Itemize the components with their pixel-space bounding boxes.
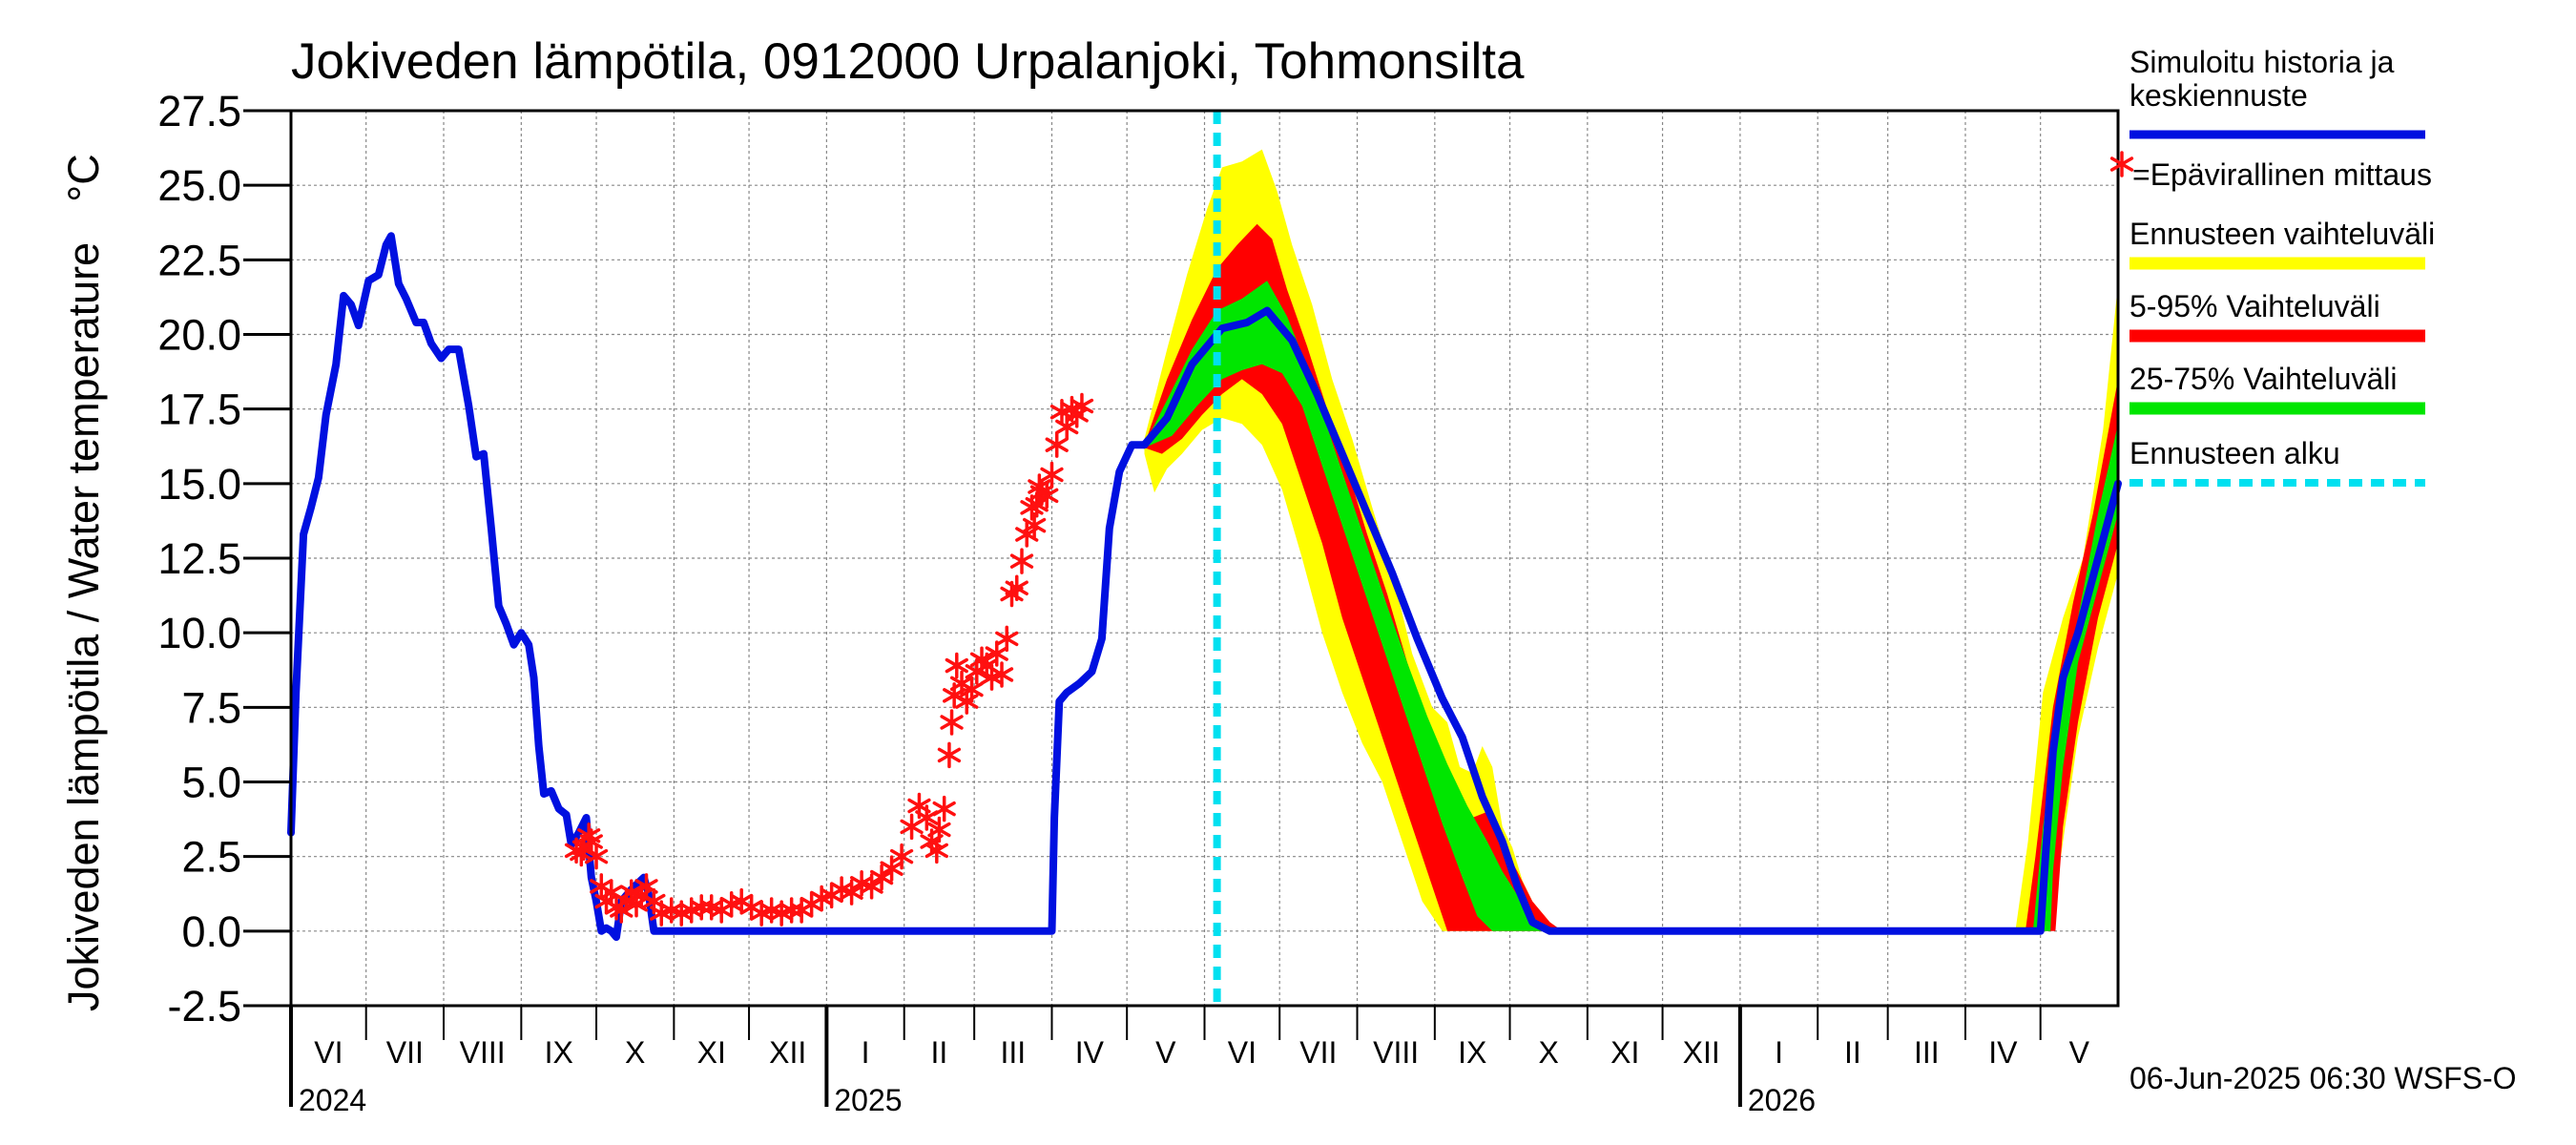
month-label: VII <box>386 1035 424 1070</box>
legend-swatches <box>2109 130 2425 487</box>
y-tick-label: 0.0 <box>181 907 241 956</box>
y-tick-label: 2.5 <box>181 833 241 882</box>
legend-25-75-label: 25-75% Vaihteluväli <box>2129 362 2398 396</box>
year-label: 2025 <box>834 1083 902 1117</box>
month-label: III <box>1914 1035 1940 1070</box>
month-label: VI <box>314 1035 343 1070</box>
y-tick-label: 5.0 <box>181 759 241 807</box>
y-axis-unit: °C <box>59 154 108 202</box>
month-label: X <box>1539 1035 1559 1070</box>
band-5-95-vaihteluv-li <box>1144 223 2118 931</box>
y-tick-label: 15.0 <box>157 460 241 509</box>
month-label: X <box>625 1035 645 1070</box>
observation-markers <box>564 392 1094 926</box>
month-label: XI <box>1610 1035 1639 1070</box>
forecast-bands <box>1144 149 2118 931</box>
y-tick-label: -2.5 <box>167 982 241 1030</box>
observation-point <box>995 625 1019 653</box>
month-label: I <box>1775 1035 1783 1070</box>
observation-point <box>989 661 1014 688</box>
month-label: XII <box>1683 1035 1720 1070</box>
month-label: VI <box>1228 1035 1257 1070</box>
y-tick-label: 10.0 <box>157 609 241 657</box>
timestamp-footer: 06-Jun-2025 06:30 WSFS-O <box>2129 1061 2517 1095</box>
observation-point <box>584 843 609 870</box>
month-label: VIII <box>1373 1035 1419 1070</box>
year-label: 2024 <box>299 1083 366 1117</box>
observation-point <box>927 816 951 843</box>
y-tick-label: 20.0 <box>157 311 241 360</box>
y-tick-label: 25.0 <box>157 161 241 210</box>
y-tick-label: 12.5 <box>157 534 241 583</box>
legend-forecast-start-label: Ennusteen alku <box>2129 436 2340 470</box>
month-label: XII <box>769 1035 806 1070</box>
y-axis: -2.5 0.0 2.5 5.0 7.5 10.0 12.5 15.0 17.5 20.0 22.5… <box>157 87 291 1030</box>
observation-point <box>869 864 894 891</box>
observation-point <box>860 873 883 900</box>
month-label: XI <box>697 1035 726 1070</box>
month-label: VII <box>1299 1035 1337 1070</box>
observation-point <box>924 837 948 864</box>
observation-point <box>1045 431 1069 458</box>
series-lines <box>287 232 2122 942</box>
year-label: 2026 <box>1748 1083 1816 1117</box>
observation-point <box>1005 574 1028 602</box>
month-label: IX <box>545 1035 573 1070</box>
month-label: V <box>2069 1035 2090 1070</box>
observation-point <box>932 795 956 822</box>
legend-range-label: Ennusteen vaihteluväli <box>2129 217 2436 251</box>
observation-point <box>945 652 968 679</box>
observation-point <box>937 741 962 769</box>
month-label: IV <box>1075 1035 1105 1070</box>
month-label: III <box>1000 1035 1026 1070</box>
observation-point <box>1009 548 1034 574</box>
y-tick-label: 7.5 <box>181 683 241 732</box>
legend-history-label: Simuloitu historia ja keskiennuste <box>2129 45 2395 113</box>
observation-point <box>940 709 964 736</box>
y-tick-label: 22.5 <box>157 236 241 284</box>
observation-point <box>889 843 914 870</box>
y-axis-label: Jokiveden lämpötila / Water temperature °… <box>59 154 109 1011</box>
legend-obs-swatch <box>2109 151 2134 177</box>
month-label: IX <box>1458 1035 1486 1070</box>
observation-point <box>1022 511 1047 539</box>
chart-title: Jokiveden lämpötila, 0912000 Urpalanjoki… <box>291 33 1525 90</box>
month-label: V <box>1155 1035 1176 1070</box>
month-label: II <box>1844 1035 1861 1070</box>
series-line-median <box>1140 306 2122 935</box>
legend-obs-label: =Epävirallinen mittaus <box>2132 157 2432 192</box>
y-tick-label: 27.5 <box>157 87 241 135</box>
legend-5-95-label: 5-95% Vaihteluväli <box>2129 289 2380 323</box>
observation-point <box>840 879 863 906</box>
observation-point <box>1070 392 1094 420</box>
observation-point <box>1040 461 1064 489</box>
y-axis-label-text: Jokiveden lämpötila / Water temperature <box>59 241 108 1011</box>
observation-point <box>1035 482 1059 510</box>
month-label: II <box>931 1035 948 1070</box>
month-label: VIII <box>460 1035 506 1070</box>
x-axis: VI VII VIII IX X XI XII I II III IV V VI VII VIII IX X XI… <box>289 1006 2090 1117</box>
month-label: I <box>862 1035 870 1070</box>
series-line-history <box>287 232 1149 942</box>
observation-point <box>960 676 984 703</box>
band-25-75-vaihteluv-li <box>1144 281 2118 931</box>
y-tick-label: 17.5 <box>157 385 241 434</box>
month-label: IV <box>1988 1035 2018 1070</box>
